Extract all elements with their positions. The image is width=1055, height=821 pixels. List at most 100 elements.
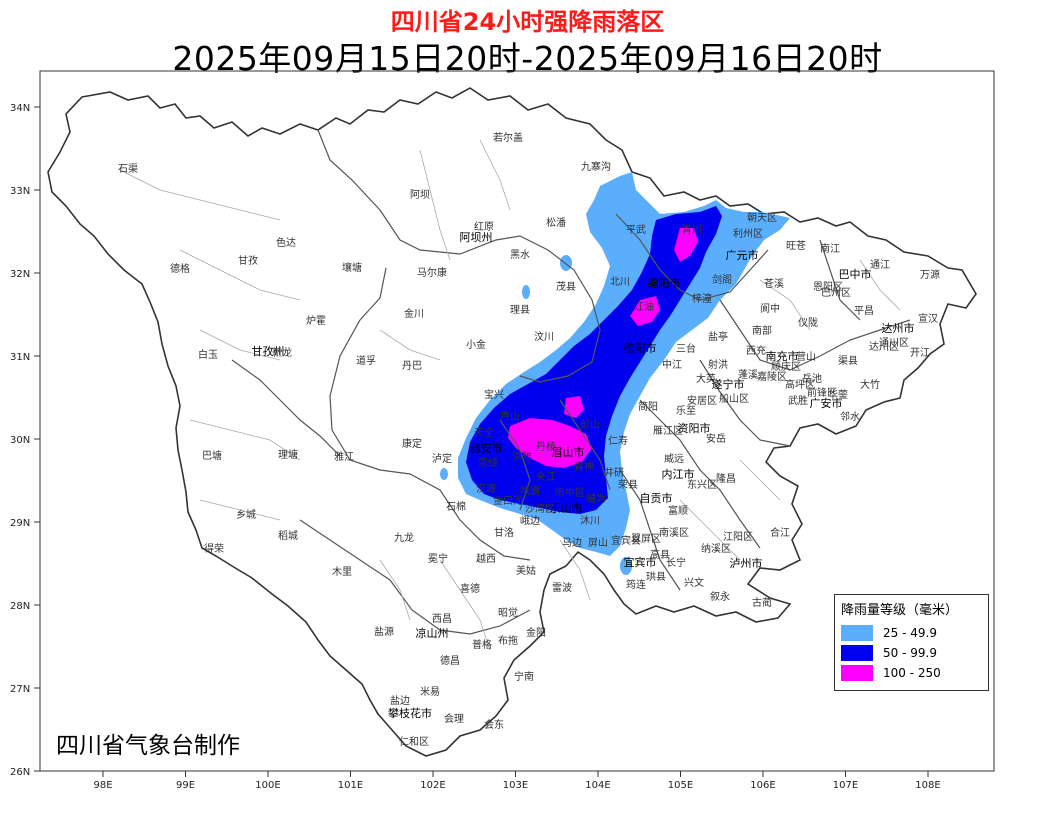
county-label: 合江 bbox=[770, 526, 790, 539]
county-label: 西充 bbox=[746, 344, 766, 357]
county-label: 布拖 bbox=[498, 634, 518, 647]
county-label: 乡城 bbox=[236, 509, 256, 521]
county-label: 珙县 bbox=[646, 571, 666, 583]
county-label: 小金 bbox=[466, 338, 486, 351]
county-label: 青神 bbox=[574, 460, 594, 473]
lat-label: 30N bbox=[10, 435, 30, 446]
county-label: 色达 bbox=[276, 236, 296, 249]
producer-credit: 四川省气象台制作 bbox=[56, 733, 240, 759]
county-label: 石棉 bbox=[446, 500, 466, 513]
county-label: 朝天区 bbox=[747, 212, 777, 224]
rain-zone-25-49-small-a bbox=[560, 255, 572, 271]
county-label: 南江 bbox=[820, 242, 840, 255]
county-label: 美姑 bbox=[516, 564, 536, 577]
county-label: 新龙 bbox=[272, 346, 292, 359]
county-label: 顺庆区 bbox=[771, 360, 801, 373]
county-label: 德格 bbox=[170, 262, 190, 275]
county-label: 青川 bbox=[682, 223, 702, 236]
city-boundaries bbox=[231, 129, 911, 635]
county-label: 泸定 bbox=[432, 452, 452, 465]
county-label: 会理 bbox=[444, 712, 464, 725]
county-label: 壤塘 bbox=[342, 261, 362, 274]
city-label: 遂宁市 bbox=[712, 377, 745, 391]
city-label: 阿坝州 bbox=[460, 230, 493, 244]
county-label: 井研 bbox=[604, 466, 624, 479]
county-label: 三台 bbox=[676, 342, 696, 355]
county-label: 米易 bbox=[420, 685, 440, 698]
rain-zone-100-250-d bbox=[508, 418, 592, 468]
city-label: 内江市 bbox=[662, 467, 695, 481]
city-label: 甘孜州 bbox=[252, 344, 285, 358]
county-label: 金川 bbox=[404, 307, 424, 320]
county-label: 会东 bbox=[484, 718, 504, 731]
county-label: 茂县 bbox=[556, 280, 576, 293]
county-label: 蓬溪 bbox=[738, 369, 758, 381]
county-label: 苍溪 bbox=[764, 277, 784, 290]
county-label: 得荣 bbox=[204, 543, 224, 555]
lat-label: 34N bbox=[10, 103, 30, 114]
county-label: 雷波 bbox=[552, 581, 572, 594]
county-label: 筠连 bbox=[626, 578, 646, 591]
county-label: 平昌 bbox=[854, 305, 874, 317]
county-label: 峨眉 bbox=[520, 485, 540, 497]
lat-label: 29N bbox=[10, 518, 30, 529]
city-label: 泸州市 bbox=[730, 556, 763, 570]
legend-label-50: 50 - 99.9 bbox=[883, 646, 937, 660]
county-label: 屏山 bbox=[588, 537, 608, 549]
county-label: 梓潼 bbox=[692, 292, 712, 305]
county-label: 红原 bbox=[474, 220, 494, 233]
city-label: 德阳市 bbox=[624, 341, 657, 355]
county-label: 芦山 bbox=[500, 411, 520, 423]
county-label: 巴州区 bbox=[821, 287, 851, 299]
county-label: 盐边 bbox=[390, 694, 410, 707]
county-label: 金口河 bbox=[493, 494, 523, 507]
county-label: 通川区 bbox=[879, 337, 909, 349]
county-boundaries bbox=[119, 139, 901, 651]
county-label: 丹棱 bbox=[536, 440, 556, 453]
rain-zone-25-49-small-d bbox=[620, 557, 632, 575]
county-label: 纳溪区 bbox=[701, 542, 731, 555]
lon-label: 100E bbox=[255, 780, 280, 791]
city-label: 广元市 bbox=[726, 248, 759, 262]
county-label: 汶川 bbox=[534, 330, 554, 343]
county-label: 东兴区 bbox=[687, 478, 717, 491]
county-label: 邻水 bbox=[840, 410, 860, 423]
legend-item-50: 50 - 99.9 bbox=[841, 645, 981, 661]
county-label: 雅江 bbox=[334, 450, 354, 463]
lon-label: 108E bbox=[915, 780, 940, 791]
lat-label: 33N bbox=[10, 186, 30, 197]
county-label: 安居区 bbox=[687, 394, 717, 407]
lat-label: 31N bbox=[10, 352, 30, 363]
lat-label: 28N bbox=[10, 601, 30, 612]
city-label: 达州市 bbox=[882, 321, 915, 335]
county-label: 大竹 bbox=[860, 378, 880, 391]
county-label: 昭觉 bbox=[498, 607, 518, 619]
county-label: 剑阁 bbox=[712, 273, 732, 286]
county-label: 荥经 bbox=[478, 456, 498, 469]
county-label: 汉源 bbox=[476, 482, 496, 495]
county-label: 叙永 bbox=[710, 590, 730, 603]
lon-label: 103E bbox=[503, 780, 528, 791]
county-label: 高县 bbox=[650, 548, 670, 561]
lon-label: 106E bbox=[750, 780, 775, 791]
rain-zone-100-250-b bbox=[630, 296, 660, 326]
county-label: 理塘 bbox=[278, 448, 298, 461]
county-label: 简阳 bbox=[638, 400, 658, 413]
lon-label: 99E bbox=[176, 780, 195, 791]
county-label: 石渠 bbox=[118, 163, 138, 175]
county-label: 峨边 bbox=[520, 515, 540, 527]
county-label: 仁寿 bbox=[608, 434, 628, 447]
county-label: 中江 bbox=[662, 358, 682, 371]
county-label: 前锋区 bbox=[807, 386, 837, 399]
county-label: 马边 bbox=[562, 537, 582, 549]
lon-label: 107E bbox=[833, 780, 858, 791]
lat-label: 26N bbox=[10, 767, 30, 778]
county-label: 安岳 bbox=[706, 432, 726, 445]
county-label: 马尔康 bbox=[417, 266, 447, 279]
county-label: 白玉 bbox=[198, 348, 218, 361]
rain-zone-100-250-a bbox=[674, 228, 698, 262]
county-label: 平武 bbox=[626, 223, 646, 236]
city-label: 宜宾市 bbox=[624, 555, 657, 569]
county-label: 渠县 bbox=[838, 355, 858, 367]
